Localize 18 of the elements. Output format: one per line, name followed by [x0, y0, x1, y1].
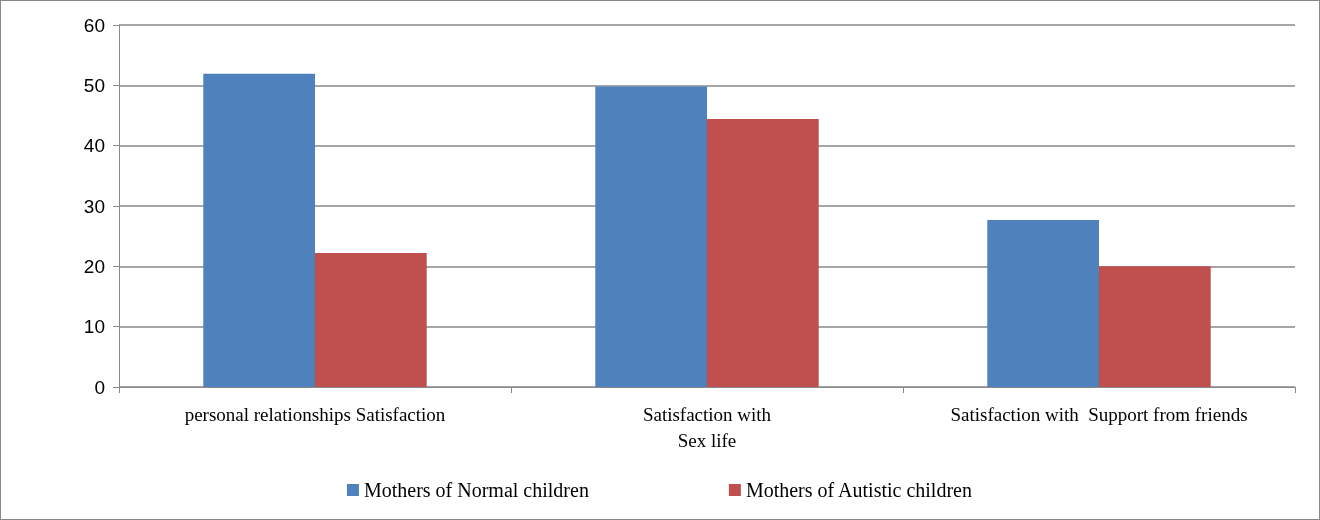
- bar: [315, 253, 427, 387]
- y-tick-label: 10: [83, 316, 105, 338]
- bar: [203, 73, 315, 387]
- x-tick-label: personal relationships Satisfaction: [184, 403, 446, 425]
- bar: [987, 219, 1099, 387]
- x-tick-label: Satisfaction with Support from friends: [950, 403, 1248, 425]
- bar: [595, 86, 707, 387]
- y-tick-label: 50: [83, 74, 105, 96]
- y-tick-label: 0: [94, 376, 105, 398]
- y-tick-label: 40: [83, 135, 105, 157]
- y-tick-label: 30: [83, 195, 105, 217]
- legend-label: Mothers of Autistic children: [745, 479, 972, 501]
- y-tick-label: 20: [83, 255, 105, 277]
- y-tick-label: 60: [83, 14, 105, 36]
- x-tick-label: Satisfaction with Sex life: [642, 403, 772, 451]
- legend-label: Mothers of Normal children: [363, 479, 589, 501]
- bar: [1099, 266, 1211, 387]
- bar: [707, 119, 819, 387]
